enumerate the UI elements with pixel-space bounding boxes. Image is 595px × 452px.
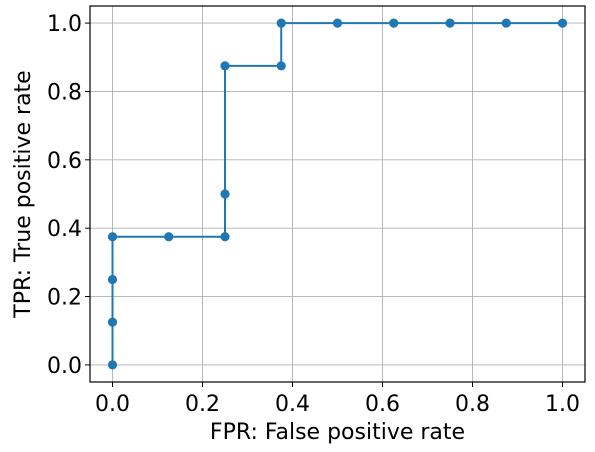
x-tick-label: 0.4 — [275, 392, 310, 417]
y-tick-label: 0.4 — [47, 217, 82, 242]
y-tick-label: 0.0 — [47, 354, 82, 379]
y-tick-label: 1.0 — [47, 12, 82, 37]
y-axis-label: TPR: True positive rate — [11, 70, 36, 318]
y-tick-label: 0.8 — [47, 80, 82, 105]
data-point — [332, 18, 343, 28]
x-tick-label: 1.0 — [545, 392, 580, 417]
data-point — [220, 61, 230, 71]
data-point — [107, 232, 118, 242]
x-axis-ticks: 0.0 0.2 0.4 0.6 0.8 1.0 — [95, 382, 580, 417]
x-axis-label: FPR: False positive rate — [210, 420, 465, 445]
plot-area-frame — [89, 5, 586, 383]
data-point — [107, 360, 118, 370]
series-layer — [107, 18, 568, 370]
data-point — [276, 61, 286, 71]
y-axis-ticks: 0.0 0.2 0.4 0.6 0.8 1.0 — [47, 12, 90, 379]
data-point — [557, 18, 568, 28]
data-point — [501, 18, 511, 28]
data-point — [445, 18, 455, 28]
x-tick-label: 0.8 — [455, 392, 490, 417]
y-tick-label: 0.2 — [47, 286, 82, 311]
grid-lines — [90, 6, 585, 382]
data-point — [389, 18, 399, 28]
data-point — [107, 274, 118, 285]
data-point — [276, 18, 286, 28]
y-tick-label: 0.6 — [47, 149, 82, 174]
data-point — [107, 317, 118, 327]
x-tick-label: 0.2 — [185, 392, 220, 417]
x-tick-label: 0.0 — [95, 392, 130, 417]
x-tick-label: 0.6 — [365, 392, 400, 417]
roc-curve-line — [111, 22, 563, 365]
data-point — [220, 232, 230, 242]
data-point — [164, 232, 174, 242]
data-point — [220, 189, 230, 199]
